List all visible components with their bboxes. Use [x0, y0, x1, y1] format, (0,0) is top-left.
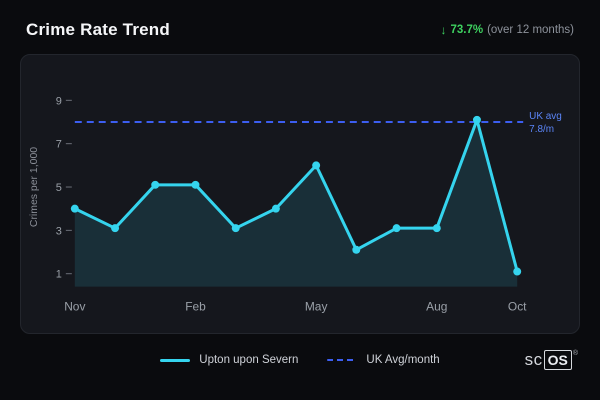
- delta-value: 73.7%: [450, 24, 484, 36]
- x-tick-label: Aug: [426, 300, 447, 314]
- footer: Upton upon Severn UK Avg/month sc OS ®: [0, 348, 600, 382]
- y-axis-title: Crimes per 1,000: [29, 147, 40, 227]
- down-arrow-icon: ↓: [440, 23, 447, 37]
- data-point: [151, 180, 160, 189]
- x-tick-label: Oct: [508, 300, 527, 314]
- brand-os-box: OS: [543, 350, 572, 370]
- data-point: [472, 115, 481, 124]
- data-point: [111, 224, 120, 233]
- brand-text: sc: [524, 350, 543, 369]
- legend-dash-swatch: [327, 358, 358, 362]
- data-point: [231, 224, 240, 233]
- data-point: [271, 204, 280, 213]
- y-tick-label: 3: [56, 225, 62, 237]
- data-point: [432, 224, 441, 233]
- x-tick-label: May: [305, 300, 328, 314]
- data-point: [513, 267, 522, 276]
- series-area: [74, 119, 518, 287]
- legend-label-upton: Upton upon Severn: [199, 354, 299, 366]
- uk-avg-label-line1: UK avg: [529, 111, 562, 122]
- data-point: [392, 224, 401, 233]
- chart-legend: Upton upon Severn UK Avg/month: [0, 348, 600, 366]
- uk-avg-label-line2: 7.8/m: [529, 124, 554, 135]
- series-line: [73, 118, 519, 274]
- legend-line-swatch: [160, 358, 191, 362]
- crime-trend-chart: 1 3 5 7 9 Nov Feb May Aug Oct Crimes per 1,000 UK a…: [29, 95, 562, 314]
- data-point: [312, 161, 321, 170]
- page-title: Crime Rate Trend: [26, 20, 170, 39]
- x-tick-label: Nov: [64, 300, 85, 314]
- y-tick-label: 1: [56, 269, 62, 281]
- x-tick-label: Feb: [185, 300, 206, 314]
- delta-note: (over 12 months): [487, 24, 574, 36]
- chart-card: 1 3 5 7 9 Nov Feb May Aug Oct Crimes per 1,000 UK a…: [20, 54, 580, 334]
- legend-label-ukavg: UK Avg/month: [366, 354, 440, 366]
- brand-logo: sc OS ®: [525, 350, 578, 370]
- data-point: [191, 180, 200, 189]
- trend-delta: ↓ 73.7% (over 12 months): [440, 23, 574, 37]
- registered-icon: ®: [572, 350, 578, 357]
- y-tick-label: 5: [56, 182, 62, 194]
- data-point: [70, 204, 79, 213]
- y-tick-label: 7: [56, 139, 62, 151]
- header: Crime Rate Trend ↓ 73.7% (over 12 months…: [0, 0, 600, 52]
- data-point: [352, 245, 361, 254]
- y-tick-label: 9: [56, 95, 62, 107]
